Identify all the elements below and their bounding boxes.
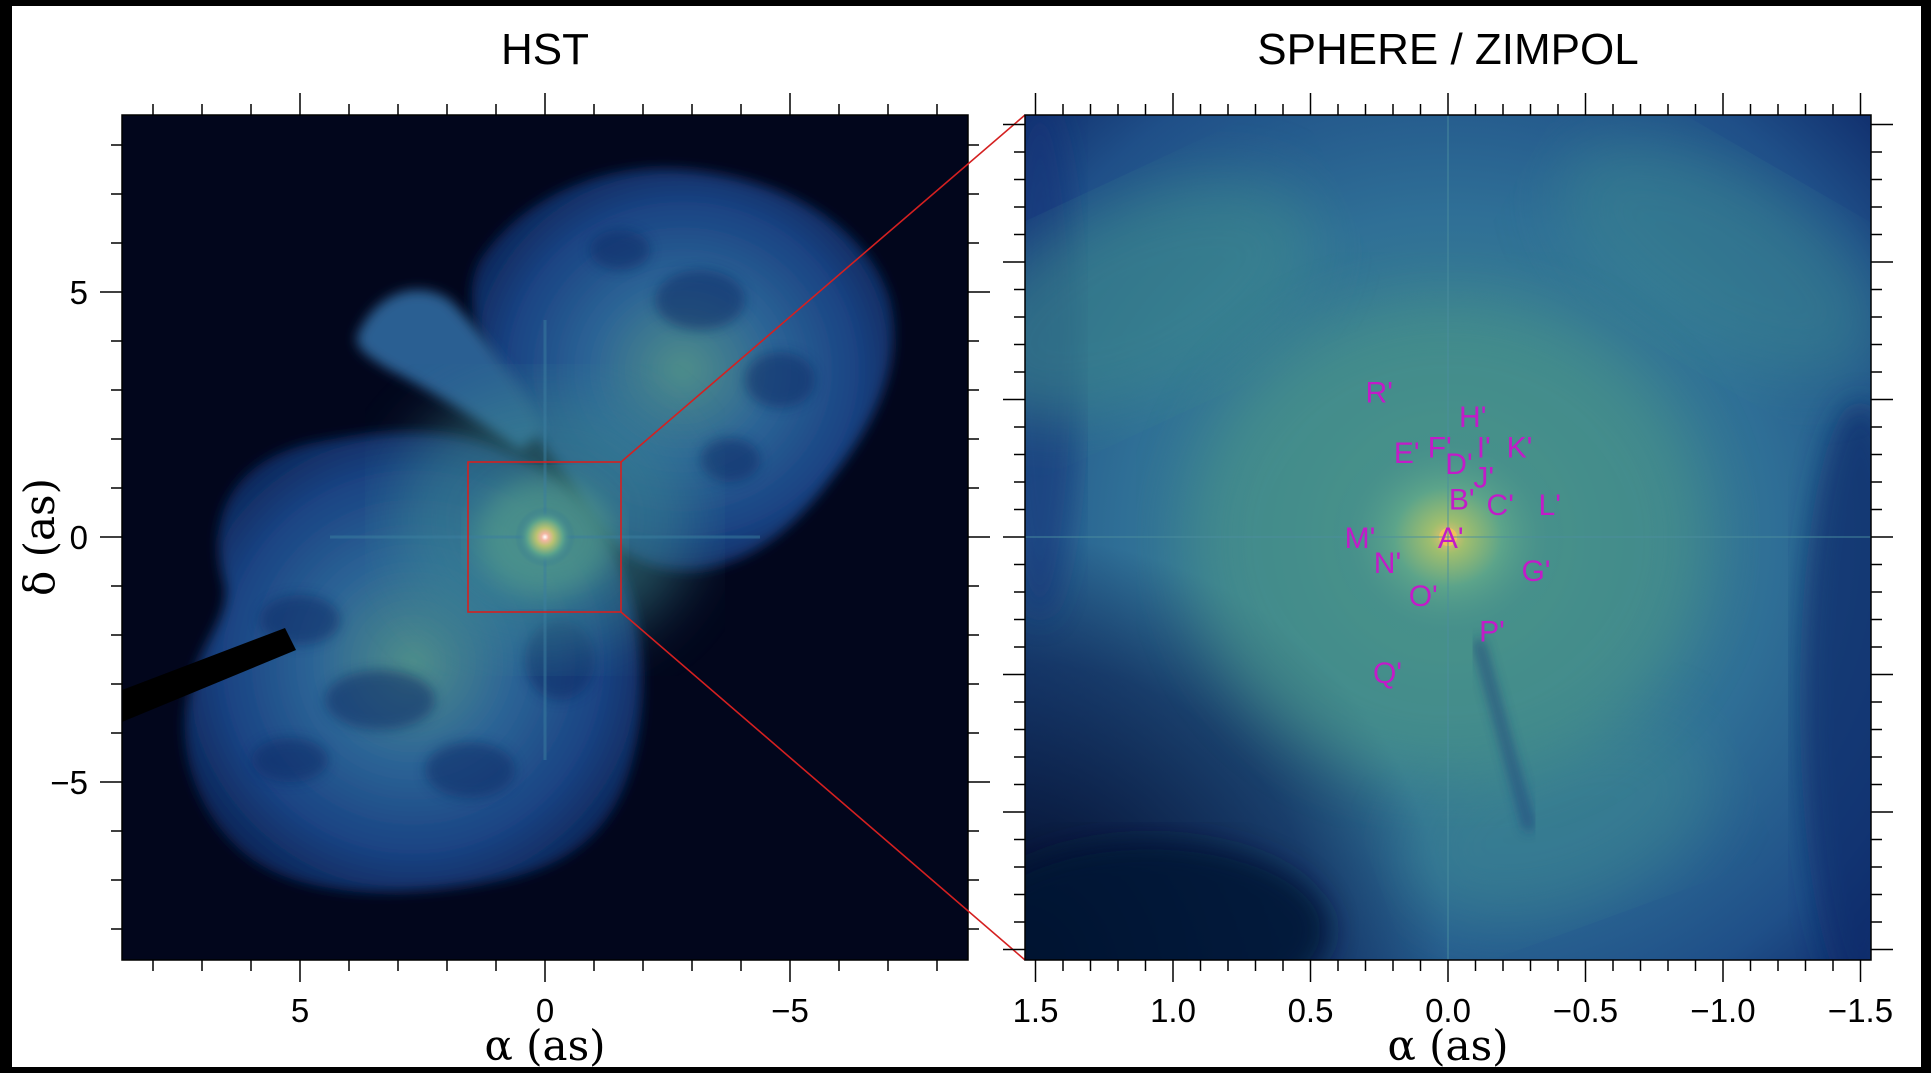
knot-label: R' (1366, 376, 1393, 409)
zimpol-x-tick-label: 0.5 (1288, 992, 1334, 1029)
hst-x-tick-label: 0 (536, 992, 554, 1029)
knot-label: A' (1438, 522, 1464, 555)
hst-y-tick-label: 5 (70, 274, 88, 311)
axes: 5 0 −5 5 0 −5 1.5 1.0 0.5 0.0 −0.5 −1.0 −1.5 (50, 93, 1893, 1029)
zimpol-x-tick-label: −0.5 (1553, 992, 1618, 1029)
zimpol-x-tick-label: 1.0 (1150, 992, 1196, 1029)
hst-title: HST (501, 25, 589, 74)
knot-label: N' (1374, 547, 1401, 580)
hst-y-axis-label: δ (as) (15, 478, 64, 596)
knot-label: D' (1445, 448, 1472, 481)
knot-label: J' (1473, 462, 1494, 495)
knot-label: I' (1477, 431, 1491, 464)
knot-label: E' (1394, 437, 1420, 470)
knot-label: G' (1521, 555, 1550, 588)
knot-label: O' (1409, 580, 1438, 613)
knot-label: P' (1479, 616, 1505, 649)
knot-label: C' (1487, 489, 1514, 522)
hst-x-tick-label: −5 (771, 992, 809, 1029)
knot-label: K' (1507, 431, 1533, 464)
knot-label: F' (1428, 431, 1452, 464)
zimpol-x-tick-label: 0.0 (1425, 992, 1471, 1029)
knot-label: Q' (1373, 657, 1402, 690)
knot-label: H' (1459, 401, 1486, 434)
zimpol-panel: A' B' C' D' E' F' G' H'I'J' K'L' M'N'O' P' Q' R' (1024, 114, 1872, 961)
knot-label: B' (1449, 484, 1475, 517)
zimpol-x-axis-label: α (as) (1387, 1021, 1508, 1070)
hst-x-axis-label: α (as) (484, 1021, 605, 1070)
knot-labels: A' B' C' D' E' F' G' H'I'J' K'L' M'N'O' P' Q' R' (1345, 376, 1561, 690)
knot-label: M' (1345, 522, 1376, 555)
zimpol-x-tick-label: −1.5 (1828, 992, 1893, 1029)
hst-image (122, 168, 894, 892)
zimpol-image (1025, 115, 1871, 960)
hst-y-tick-label: 0 (70, 519, 88, 556)
zoom-line-top (620, 114, 1026, 463)
zimpol-x-tick-label: 1.5 (1013, 992, 1059, 1029)
hst-y-tick-label: −5 (50, 764, 88, 801)
knot-label: L' (1539, 489, 1561, 522)
zoom-region-box (467, 461, 622, 613)
hst-panel (121, 114, 969, 961)
zimpol-title: SPHERE / ZIMPOL (1257, 25, 1638, 74)
hst-x-tick-label: 5 (291, 992, 309, 1029)
zimpol-x-tick-label: −1.0 (1690, 992, 1755, 1029)
zoom-line-bottom (620, 611, 1026, 961)
